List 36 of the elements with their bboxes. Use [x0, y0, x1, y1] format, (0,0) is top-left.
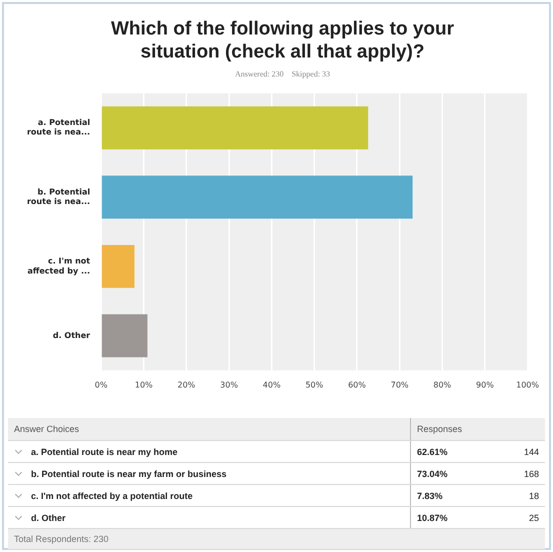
y-tick-label: b. Potential route is nea... [26, 187, 90, 206]
text: 18 [493, 484, 545, 506]
x-tick-label: 50% [305, 380, 324, 390]
y-tick-label: d. Other [52, 330, 90, 340]
text: 62.61% [410, 440, 493, 462]
chart-title: Which of the following applies to your situation (check all that apply)? [110, 18, 455, 62]
text: Total Respondents: 230 [8, 528, 545, 550]
text: d. Other [8, 506, 410, 528]
x-tick-label: 10% [134, 380, 154, 390]
x-tick-label: 30% [220, 380, 238, 390]
y-tick-label: c. I'm not affected by ... [27, 256, 90, 276]
bar [102, 314, 148, 358]
text: 7.83% [410, 484, 493, 506]
text: 10.87% [410, 506, 493, 528]
y-tick-label: a. Potential route is nea... [26, 118, 90, 137]
bar [102, 244, 134, 288]
chart-subtitle: Answered: 230 Skipped: 33 [234, 69, 330, 78]
x-tick-label: 20% [178, 380, 196, 390]
text: Answer Choices [8, 418, 410, 440]
text: 168 [493, 462, 545, 484]
x-tick-label: 100% [516, 380, 540, 390]
x-tick-label: 90% [476, 380, 494, 390]
text: 25 [493, 506, 545, 528]
text: Responses [410, 418, 545, 440]
x-tick-label: 0% [94, 380, 108, 390]
x-tick-label: 80% [433, 380, 452, 390]
text: 73.04% [410, 462, 493, 484]
bar [102, 176, 413, 219]
x-tick-label: 70% [390, 380, 409, 390]
text: b. Potential route is near my farm or business [8, 462, 410, 484]
x-tick-label: 40% [262, 380, 281, 390]
x-tick-label: 60% [348, 380, 366, 390]
bar [102, 106, 368, 150]
text: c. I'm not affected by a potential route [8, 484, 410, 506]
text: 144 [493, 440, 545, 462]
text: a. Potential route is near my home [8, 440, 410, 462]
